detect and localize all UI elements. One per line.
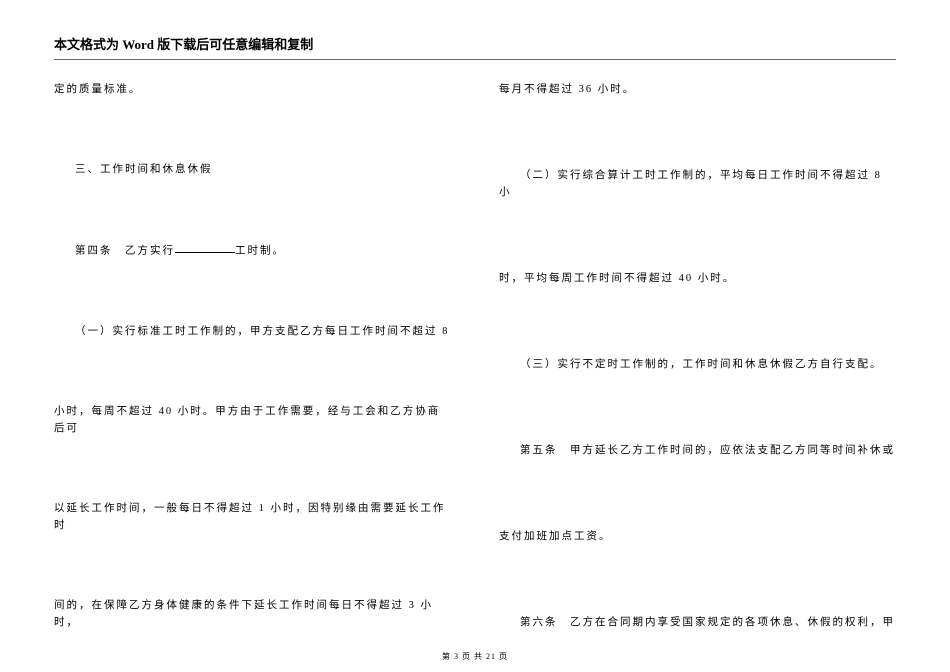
content-area: 定的质量标准。 三、工作时间和休息休假 第四条 乙方实行 工时制。 （一）实行标准… <box>54 76 896 632</box>
paragraph: 第四条 乙方实行 工时制。 <box>54 243 451 260</box>
left-column: 定的质量标准。 三、工作时间和休息休假 第四条 乙方实行 工时制。 （一）实行标准… <box>54 76 451 632</box>
text-segment: 第四条 乙方实行 <box>75 245 175 256</box>
blank-underline <box>175 243 235 254</box>
paragraph: 定的质量标准。 <box>54 82 451 99</box>
paragraph: （三）实行不定时工作制的，工作时间和休息休假乙方自行支配。 <box>499 357 896 374</box>
paragraph: 以延长工作时间，一般每日不得超过 1 小时，因特别缘由需要延长工作时 <box>54 501 451 535</box>
paragraph: （一）实行标准工时工作制的，甲方支配乙方每日工作时间不超过 8 <box>54 324 451 341</box>
paragraph: 第五条 甲方延长乙方工作时间的，应依法支配乙方同等时间补休或 <box>499 443 896 460</box>
paragraph: 时，平均每周工作时间不得超过 40 小时。 <box>499 271 896 288</box>
paragraph: 三、工作时间和休息休假 <box>54 162 451 179</box>
page-header: 本文格式为 Word 版下载后可任意编辑和复制 <box>54 34 896 60</box>
paragraph: 间的，在保障乙方身体健康的条件下延长工作时间每日不得超过 3 小时， <box>54 598 451 632</box>
page-footer: 第 3 页 共 21 页 <box>0 651 950 662</box>
paragraph: 第六条 乙方在合同期内享受国家规定的各项休息、休假的权利，甲 <box>499 615 896 632</box>
right-column: 每月不得超过 36 小时。 （二）实行综合算计工时工作制的，平均每日工作时间不得… <box>499 76 896 632</box>
paragraph: 小时，每周不超过 40 小时。甲方由于工作需要，经与工会和乙方协商后可 <box>54 404 451 438</box>
text-segment: 工时制。 <box>235 245 285 256</box>
header-text: 本文格式为 Word 版下载后可任意编辑和复制 <box>54 34 896 57</box>
paragraph: （二）实行综合算计工时工作制的，平均每日工作时间不得超过 8 小 <box>499 168 896 202</box>
paragraph: 每月不得超过 36 小时。 <box>499 82 896 99</box>
paragraph: 支付加班加点工资。 <box>499 529 896 546</box>
header-underline <box>54 59 896 60</box>
